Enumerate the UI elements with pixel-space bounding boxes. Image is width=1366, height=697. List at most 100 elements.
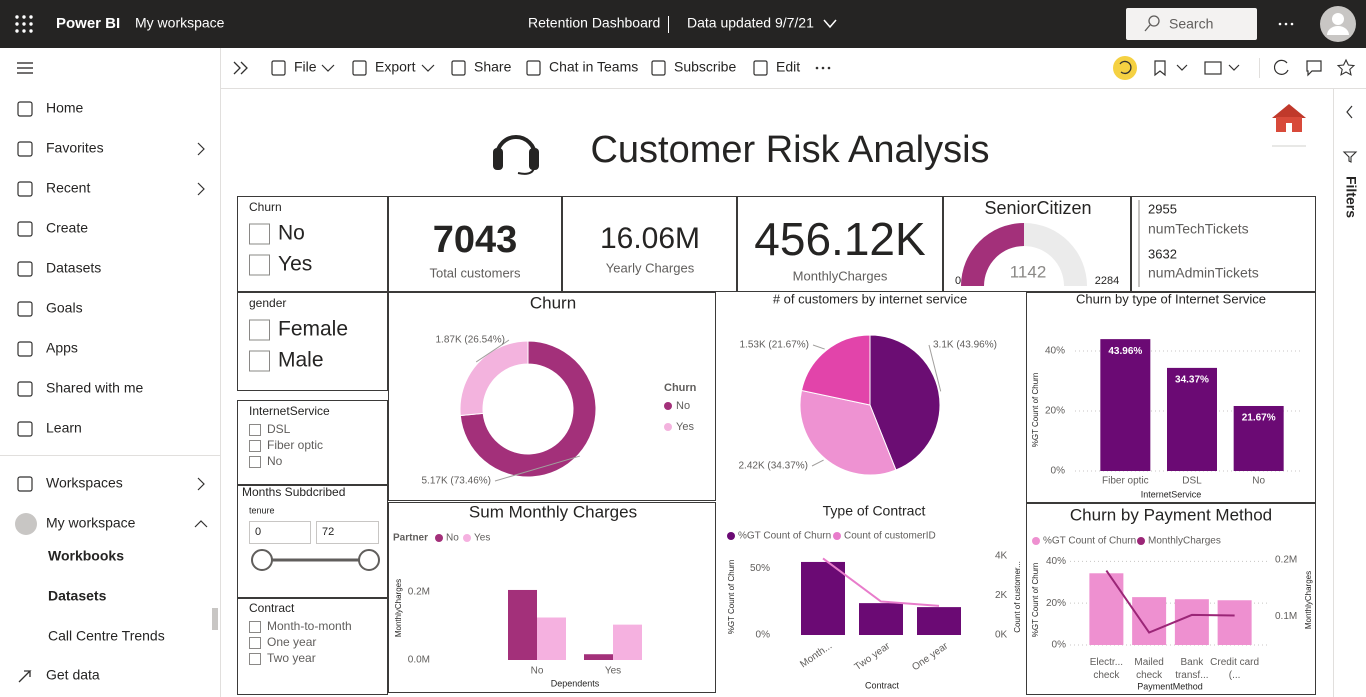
slicer-option[interactable]: One year: [267, 635, 316, 649]
slicer-option[interactable]: Fiber optic: [267, 438, 323, 452]
range-input[interactable]: [249, 521, 311, 544]
chevron: [421, 64, 435, 72]
slicer-option[interactable]: Female: [278, 318, 348, 341]
slicer-title: InternetService: [249, 404, 330, 418]
checkbox[interactable]: [249, 637, 261, 649]
slider-handle[interactable]: [358, 549, 380, 571]
multi-card-label: numTechTickets: [1148, 221, 1249, 237]
data-label: 1.87K (26.54%): [436, 335, 506, 346]
nav-item[interactable]: Recent: [46, 180, 90, 196]
nav-item[interactable]: Shared with me: [46, 380, 143, 396]
toolbar-icon: [271, 60, 286, 76]
checkbox[interactable]: [249, 440, 261, 452]
pie-slice: [869, 334, 941, 471]
data-updated[interactable]: Data updated 9/7/21: [687, 15, 814, 31]
y-tick-label: 0.1M: [1275, 611, 1297, 622]
checkbox[interactable]: [249, 653, 261, 665]
workspace-item[interactable]: Call Centre Trends: [48, 628, 165, 644]
slicer-option[interactable]: No: [267, 454, 283, 468]
x-axis-title: PaymentMethod: [1137, 681, 1203, 691]
toolbar-button[interactable]: Export: [375, 59, 416, 75]
legend-marker: [664, 402, 672, 410]
checkbox[interactable]: [249, 350, 270, 372]
nav-item[interactable]: Home: [46, 100, 84, 116]
legend-marker: [727, 532, 735, 540]
slicer-option[interactable]: Male: [278, 349, 324, 372]
x-tick-label: Fiber optic: [1102, 476, 1149, 487]
gauge-label: 1142: [1010, 262, 1047, 281]
checkbox[interactable]: [249, 254, 270, 276]
visual-border: [237, 196, 388, 292]
get-data[interactable]: Get data: [46, 667, 100, 683]
slider-handle[interactable]: [251, 549, 273, 571]
card-value: 456.12K: [754, 213, 926, 265]
slicer-option[interactable]: Month-to-month: [267, 619, 352, 633]
search-placeholder[interactable]: Search: [1169, 16, 1213, 32]
report-name[interactable]: Retention Dashboard: [528, 15, 660, 31]
checkbox[interactable]: [249, 319, 270, 341]
search-icon: [1148, 15, 1160, 27]
checkbox[interactable]: [249, 223, 270, 245]
nav-item[interactable]: Apps: [46, 340, 78, 356]
toolbar-button[interactable]: Subscribe: [674, 59, 736, 75]
card-label: Total customers: [429, 265, 521, 280]
legend-marker: [1137, 537, 1145, 545]
chart-title: Churn by type of Internet Service: [1076, 291, 1266, 306]
nav-icon: [17, 181, 33, 197]
nav-item[interactable]: Favorites: [46, 140, 104, 156]
nav-item[interactable]: Datasets: [46, 260, 101, 276]
nav-icon: [17, 261, 33, 277]
app-launcher-dot: [29, 29, 33, 33]
reset-button[interactable]: [1113, 56, 1137, 80]
legend-marker: [833, 532, 841, 540]
toolbar-button[interactable]: Chat in Teams: [549, 59, 638, 75]
y-tick-label: 2K: [995, 590, 1008, 601]
headset-mic: [517, 167, 535, 175]
legend-label: Yes: [474, 533, 490, 544]
x-axis-title: InternetService: [1141, 489, 1202, 499]
y-tick-label: 0K: [995, 630, 1008, 641]
multi-card-value: 2955: [1148, 201, 1177, 216]
slicer-option[interactable]: DSL: [267, 422, 291, 436]
data-label: 43.96%: [1108, 346, 1142, 357]
bar: [859, 603, 903, 635]
slicer-option[interactable]: Yes: [278, 253, 312, 276]
multi-card-value: 3632: [1148, 246, 1177, 261]
y-tick-label: 0%: [1051, 466, 1066, 477]
toolbar-button[interactable]: File: [294, 59, 317, 75]
nav-item[interactable]: Goals: [46, 300, 83, 316]
search-icon: [1144, 24, 1151, 32]
toolbar-button[interactable]: Share: [474, 59, 512, 75]
toolbar-button[interactable]: Edit: [776, 59, 800, 75]
checkbox[interactable]: [249, 424, 261, 436]
visual-border: [1131, 196, 1316, 292]
y-tick-label: 20%: [1046, 598, 1066, 609]
slicer-option[interactable]: No: [278, 222, 305, 245]
more-dot: [821, 66, 825, 70]
chevron: [823, 19, 837, 29]
nav-item[interactable]: Create: [46, 220, 88, 236]
multi-card-label: numAdminTickets: [1148, 265, 1259, 281]
slicer-option[interactable]: Two year: [267, 651, 316, 665]
get-data-icon: [18, 670, 32, 683]
filters-title[interactable]: Filters: [1343, 176, 1359, 218]
checkbox[interactable]: [249, 456, 261, 468]
workspace-link[interactable]: My workspace: [135, 15, 225, 31]
legend-label: Count of customerID: [844, 531, 936, 542]
slicer-title: Contract: [249, 601, 295, 615]
workspace-item[interactable]: Workbooks: [48, 548, 124, 564]
nav-icon: [15, 513, 37, 535]
y2-axis-title: Count of customer...: [1013, 561, 1022, 633]
nav-icon: [17, 476, 33, 492]
nav-item[interactable]: My workspace: [46, 515, 136, 531]
gauge-max: 2284: [1095, 275, 1119, 287]
search-box[interactable]: [1126, 8, 1257, 40]
donut-slice: [459, 340, 529, 417]
range-input[interactable]: [316, 521, 379, 544]
nav-item[interactable]: Learn: [46, 420, 82, 436]
checkbox[interactable]: [249, 621, 261, 633]
nav-item[interactable]: Workspaces: [46, 475, 123, 491]
workspace-item[interactable]: Datasets: [48, 588, 107, 604]
legend-marker: [435, 534, 443, 542]
visual-border: [237, 292, 388, 391]
